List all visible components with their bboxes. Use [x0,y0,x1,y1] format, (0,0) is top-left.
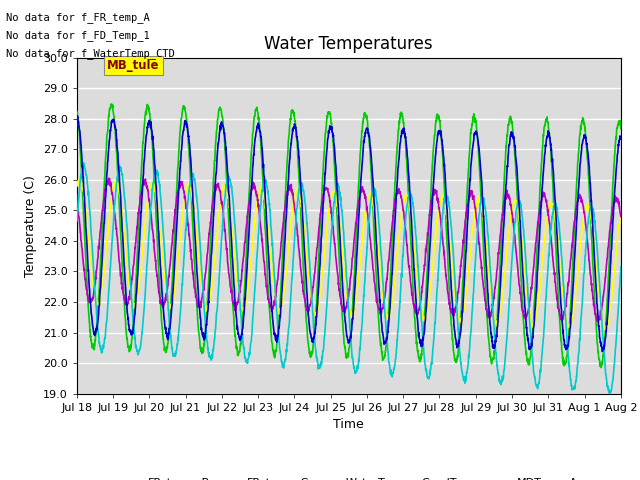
Y-axis label: Temperature (C): Temperature (C) [24,175,37,276]
Text: No data for f_FD_Temp_1: No data for f_FD_Temp_1 [6,30,150,41]
Title: Water Temperatures: Water Temperatures [264,35,433,53]
X-axis label: Time: Time [333,418,364,431]
Text: MB_tule: MB_tule [108,59,160,72]
Legend: FR_temp_B, FR_temp_C, WaterT, CondTemp, MDTemp_A: FR_temp_B, FR_temp_C, WaterT, CondTemp, … [115,473,582,480]
Text: No data for f_FR_temp_A: No data for f_FR_temp_A [6,12,150,23]
Text: No data for f_WaterTemp_CTD: No data for f_WaterTemp_CTD [6,48,175,60]
